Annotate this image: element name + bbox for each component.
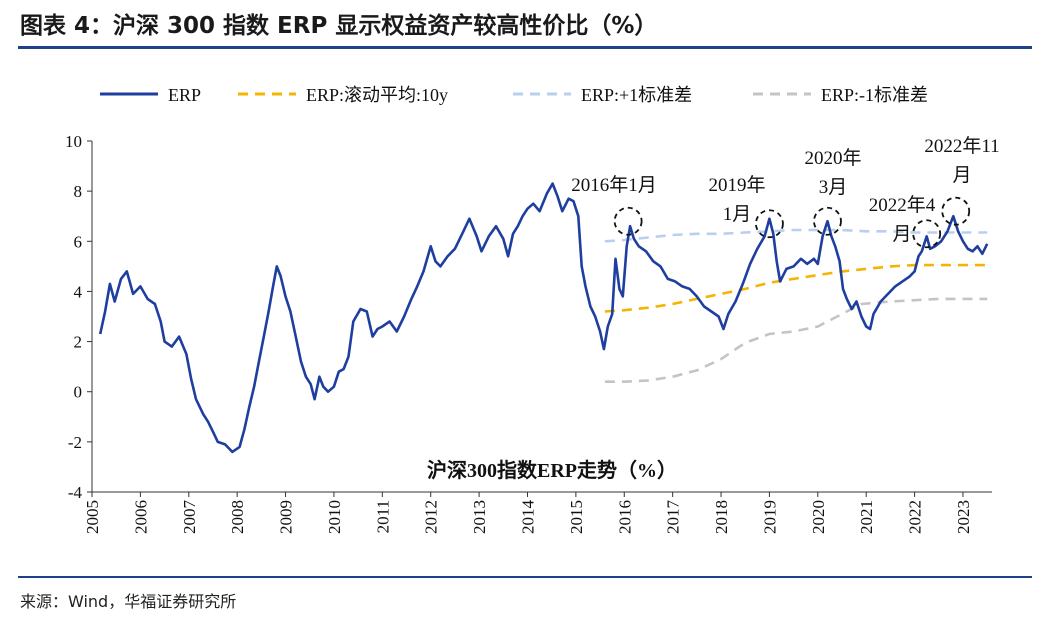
y-tick-label: 8 (74, 182, 83, 201)
annotation-circle (941, 196, 971, 226)
x-tick-label: 2015 (567, 500, 586, 534)
x-tick-label: 2008 (228, 500, 247, 534)
chart-title: 沪深300指数ERP走势（%） (427, 458, 677, 482)
bottom-divider (18, 576, 1032, 578)
x-tick-label: 2011 (373, 500, 392, 533)
x-tick-label: 2023 (954, 500, 973, 534)
annotation-label: 2022年11 (924, 135, 999, 157)
x-tick-label: 2012 (422, 500, 441, 534)
series-line-2 (604, 228, 988, 243)
x-tick-label: 2018 (712, 500, 731, 534)
annotation-circle (912, 219, 942, 249)
x-tick-label: 2006 (131, 500, 150, 534)
annotation-label: 3月 (819, 177, 848, 198)
annotation-label: 1月 (723, 204, 752, 225)
annotation-label: 月 (952, 165, 971, 186)
chart-annotations: 2016年1月 2019年 1月 2020年 3月 2022年4 月 2022年11 月 (571, 135, 1000, 249)
x-tick-label: 2020 (809, 500, 828, 534)
x-tick-label: 2021 (857, 500, 876, 534)
x-tick-label: 2014 (518, 500, 537, 535)
annotation-label: 2019年 (708, 174, 765, 196)
x-tick-label: 2005 (83, 500, 102, 534)
source-note: 来源：Wind，华福证券研究所 (20, 592, 237, 611)
legend-label: ERP:+1标准差 (581, 85, 692, 105)
x-tick-label: 2007 (180, 500, 199, 535)
series-line-0 (98, 182, 989, 454)
y-tick-label: 2 (74, 333, 83, 352)
legend-label: ERP:滚动平均:10y (306, 85, 448, 105)
annotation-label: 2016年1月 (571, 174, 657, 196)
annotation-label: 月 (892, 224, 911, 245)
page-title: 图表 4：沪深 300 指数 ERP 显示权益资产较高性价比（%） (20, 13, 658, 39)
top-divider (18, 46, 1032, 49)
legend-label: ERP:-1标准差 (821, 85, 928, 105)
x-tick-label: 2010 (325, 500, 344, 534)
chart-legend: ERP ERP:滚动平均:10y ERP:+1标准差 ERP:-1标准差 (100, 85, 928, 105)
annotation-label: 2022年4 (869, 194, 936, 216)
x-tick-label: 2013 (470, 500, 489, 534)
y-tick-label: 10 (65, 132, 82, 151)
y-tick-label: -2 (68, 433, 82, 452)
annotation-circle (613, 206, 643, 236)
series-line-1 (604, 263, 988, 313)
x-tick-label: 2022 (906, 500, 925, 534)
x-tick-label: 2016 (615, 500, 634, 534)
y-tick-label: 6 (74, 232, 83, 251)
y-tick-label: 0 (74, 383, 83, 402)
annotation-label: 2020年 (804, 147, 861, 169)
legend-label: ERP (168, 85, 201, 105)
x-tick-label: 2009 (277, 500, 296, 534)
chart-series (98, 182, 989, 454)
annotation-circle (755, 209, 784, 239)
y-tick-label: -4 (68, 483, 83, 502)
x-tick-label: 2019 (760, 500, 779, 534)
series-line-3 (604, 297, 988, 383)
y-tick-label: 4 (74, 282, 83, 301)
annotation-circle (813, 206, 842, 236)
x-tick-label: 2017 (664, 500, 683, 535)
